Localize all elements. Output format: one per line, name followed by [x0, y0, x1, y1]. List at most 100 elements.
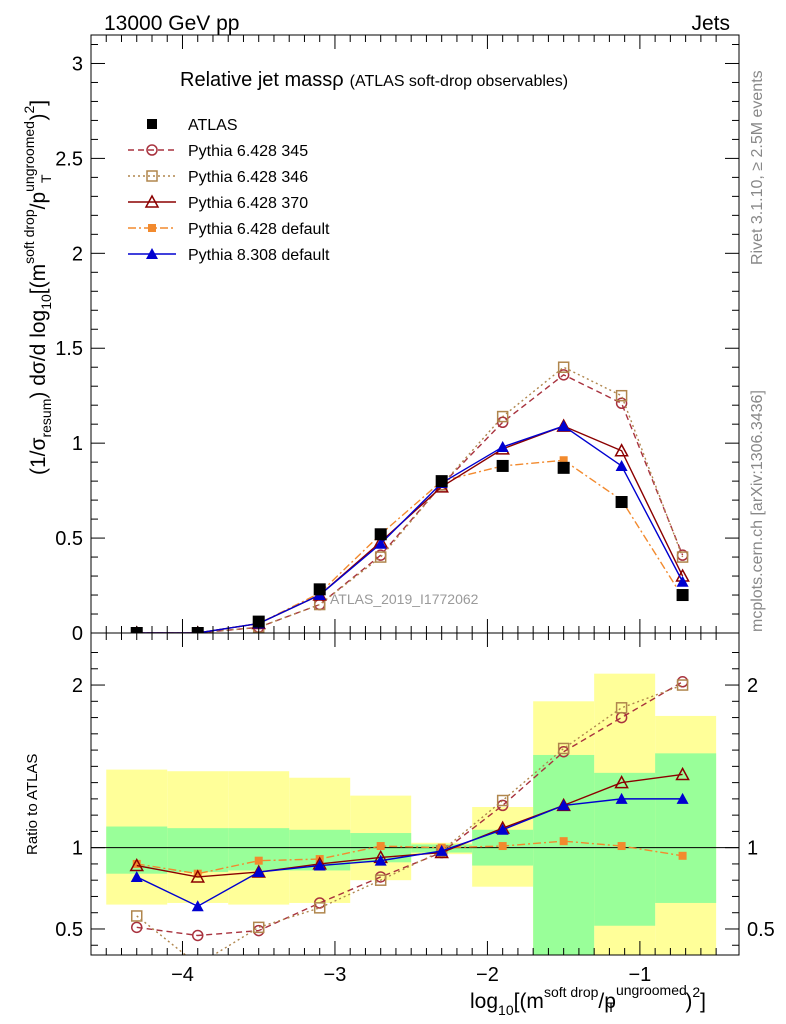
- data-point-p8default: [374, 537, 387, 549]
- ratio-point-pdefault6: [678, 851, 687, 860]
- ratio-y-tick-label: 0.5: [55, 919, 83, 941]
- data-point-atlas: [557, 461, 570, 474]
- ratio-point-p8default: [130, 870, 143, 882]
- data-point-p8default: [676, 575, 689, 587]
- ratio-y-tick-label-right: 1: [747, 838, 758, 860]
- ratio-point-p370: [675, 766, 690, 781]
- ratio-point-pdefault6: [617, 842, 626, 851]
- legend-label: Pythia 6.428 345: [188, 143, 308, 160]
- mcplots-label: mcplots.cern.ch [arXiv:1306.3436]: [749, 390, 766, 632]
- chart-title: Relative jet massρ (ATLAS soft-drop obser…: [180, 69, 568, 91]
- data-point-atlas: [252, 615, 265, 628]
- ratio-y-tick-label-right: 2: [747, 675, 758, 697]
- ratio-panel: 0.5 0.5 1 1 2 2 −4 −3 −2 −1: [55, 632, 775, 986]
- main-y-tick-label: 0: [72, 623, 83, 645]
- legend-label: Pythia 6.428 370: [188, 195, 308, 212]
- legend-label: Pythia 8.308 default: [188, 247, 330, 264]
- ratio-point-p346: [193, 960, 203, 970]
- x-tick-label: −2: [476, 964, 499, 986]
- data-point-atlas: [615, 496, 628, 509]
- data-point-p346: [676, 551, 689, 563]
- legend-label: Pythia 6.428 346: [188, 169, 308, 186]
- ratio-point-pdefault6: [376, 842, 385, 851]
- legend-marker: [144, 194, 160, 208]
- main-y-tick-label: 1.5: [55, 338, 83, 360]
- ratio-point-pdefault6: [132, 859, 141, 868]
- rivet-label: Rivet 3.1.10, ≥ 2.5M events: [749, 70, 766, 265]
- data-point-p8default: [557, 420, 570, 432]
- ratio-y-axis-label: Ratio to ATLAS: [24, 754, 41, 855]
- legend-marker: [146, 144, 158, 156]
- x-tick-label: −3: [324, 964, 347, 986]
- data-point-p345: [615, 397, 628, 410]
- data-point-p346: [496, 410, 509, 423]
- energy-label: 13000 GeV pp: [104, 12, 239, 35]
- ratio-y-tick-label-right: 0.5: [747, 919, 775, 941]
- legend-marker: [146, 170, 158, 182]
- ratio-point-p346: [557, 742, 570, 755]
- legend-item: Pythia 6.428 345: [128, 143, 308, 160]
- data-point-p346: [374, 551, 387, 563]
- main-y-tick-label: 2.5: [55, 148, 83, 170]
- x-tick-label: −4: [171, 964, 194, 986]
- ratio-point-p8default: [557, 799, 570, 811]
- ratio-y-tick-label: 2: [72, 675, 83, 697]
- ratio-point-pdefault6: [254, 856, 263, 865]
- x-tick-label: −1: [628, 964, 651, 986]
- ratio-point-pdefault6: [498, 842, 507, 851]
- ratio-point-p345: [130, 921, 143, 934]
- ratio-point-p346: [374, 874, 387, 886]
- uncertainty-band-inner: [533, 754, 595, 955]
- ratio-point-p346: [676, 679, 689, 691]
- data-point-p346: [557, 361, 570, 373]
- chart-title-main: Relative jet massρ: [180, 69, 344, 91]
- ratio-point-p346: [496, 794, 509, 807]
- ratio-point-p8default: [615, 792, 628, 804]
- data-point-atlas: [676, 589, 689, 602]
- data-point-atlas: [374, 528, 387, 541]
- data-point-atlas: [313, 583, 326, 596]
- series-atlas: [130, 459, 689, 633]
- data-point-p345: [557, 369, 570, 381]
- ratio-point-p8default: [435, 844, 448, 856]
- main-y-tick-label: 3: [72, 53, 83, 75]
- ratio-point-p370: [614, 775, 629, 789]
- ratio-point-pdefault6: [559, 837, 568, 846]
- data-point-p370: [614, 443, 629, 457]
- ratio-point-p345: [676, 676, 689, 688]
- data-point-p8default: [615, 459, 628, 471]
- data-point-pdefault6: [559, 456, 568, 465]
- legend-label: Pythia 6.428 default: [188, 221, 330, 238]
- main-y-axis-label: (1/σresum) dσ/d log10[(msoft drop/pungro…: [21, 100, 54, 475]
- legend-marker: [148, 224, 156, 232]
- legend-item: ATLAS: [147, 117, 238, 134]
- ratio-point-p346: [313, 902, 326, 914]
- process-label: Jets: [691, 12, 730, 35]
- uncertainty-band-inner: [655, 753, 717, 903]
- ratio-point-p8default: [676, 792, 689, 804]
- legend-item: Pythia 6.428 346: [128, 169, 308, 186]
- data-point-atlas: [496, 459, 509, 472]
- ratio-point-p8default: [496, 823, 509, 835]
- ratio-series-p8default: [130, 792, 689, 912]
- ratio-line-pdefault6: [136, 840, 683, 875]
- legend-item: Pythia 8.308 default: [128, 247, 330, 264]
- ratio-point-p8default: [374, 854, 387, 866]
- chart-title-sub: (ATLAS soft-drop observables): [350, 73, 568, 90]
- ratio-point-p346: [615, 702, 628, 714]
- ratio-line-p8default: [136, 798, 683, 908]
- legend-label: ATLAS: [188, 117, 238, 134]
- watermark: ATLAS_2019_I1772062: [330, 591, 479, 607]
- ratio-point-p8default: [252, 866, 265, 878]
- ratio-line-p345: [136, 681, 683, 937]
- ratio-frame: [90, 632, 740, 956]
- legend-item: Pythia 6.428 370: [128, 194, 308, 212]
- main-y-tick-label: 0.5: [55, 528, 83, 550]
- data-point-atlas: [435, 475, 448, 488]
- ratio-point-p8default: [313, 859, 326, 871]
- legend-marker: [147, 119, 157, 129]
- ratio-point-pdefault6: [193, 869, 202, 878]
- ratio-y-tick-label: 1: [72, 838, 83, 860]
- ratio-point-p345: [191, 929, 204, 942]
- ratio-line-p370: [136, 773, 683, 878]
